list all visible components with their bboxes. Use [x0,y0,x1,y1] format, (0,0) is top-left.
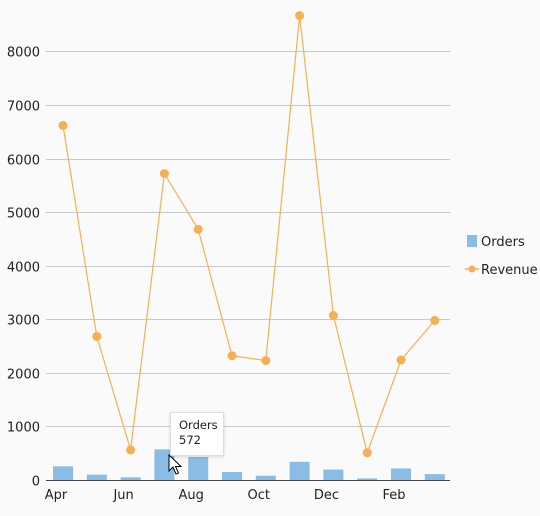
x-tick-label-Jun: Jun [112,488,133,503]
bar-orders-Jun [120,477,141,480]
tooltip-title: Orders [179,418,218,432]
y-tick-label-5000: 5000 [7,207,40,222]
orders-series [53,449,445,480]
y-tick-label-6000: 6000 [7,154,40,169]
bar-orders-Jan [357,478,378,480]
revenue-series [58,11,440,458]
tooltip: Orders 572 [170,412,224,456]
bar-orders-Mar [424,474,445,480]
legend-label-orders: Orders [481,235,525,250]
point-revenue-Dec [328,311,338,321]
point-revenue-Sep [227,351,237,361]
bar-orders-Nov [289,461,310,480]
x-tick-label-Dec: Dec [314,488,339,503]
x-tick-label-Aug: Aug [179,488,204,503]
x-tick-label-Feb: Feb [382,488,405,503]
point-revenue-May [92,331,102,341]
line-revenue [62,15,436,455]
point-revenue-Nov [295,11,305,21]
bar-orders-Sep [222,471,242,480]
point-revenue-Apr [58,120,68,130]
bar-orders-Oct [255,475,276,480]
point-revenue-Oct [261,356,271,366]
y-tick-label-0: 0 [32,475,40,490]
y-tick-label-3000: 3000 [7,314,40,329]
tooltip-value: 572 [179,433,201,447]
y-tick-label-8000: 8000 [7,46,40,61]
x-axis: Apr Jun Aug Oct Dec Feb [45,480,450,503]
legend-label-revenue: Revenue [481,263,538,278]
point-revenue-Feb [396,355,406,365]
gridlines [46,51,450,427]
bar-orders-May [86,474,107,480]
point-revenue-Jul [159,169,169,179]
y-tick-label-4000: 4000 [7,261,40,276]
mouse-cursor-icon [168,454,182,475]
legend-swatch-orders [467,235,477,247]
y-tick-label-2000: 2000 [7,368,40,383]
bar-orders-Apr [53,466,73,480]
point-revenue-Aug [193,224,203,234]
bar-orders-Dec [323,469,344,480]
y-axis: 0 1000 2000 3000 4000 5000 6000 7000 8000 [7,46,40,490]
point-revenue-Mar [430,315,440,325]
point-revenue-Jun [126,445,136,455]
x-tick-label-Oct: Oct [248,488,270,503]
bar-orders-Aug [188,456,209,480]
point-revenue-Jan [362,448,372,458]
y-tick-label-1000: 1000 [7,421,40,436]
legend: Orders Revenue [465,235,538,278]
y-tick-label-7000: 7000 [7,100,40,115]
x-tick-label-Apr: Apr [45,488,68,503]
bar-orders-Feb [391,468,411,480]
legend-swatch-revenue-marker [468,265,476,273]
